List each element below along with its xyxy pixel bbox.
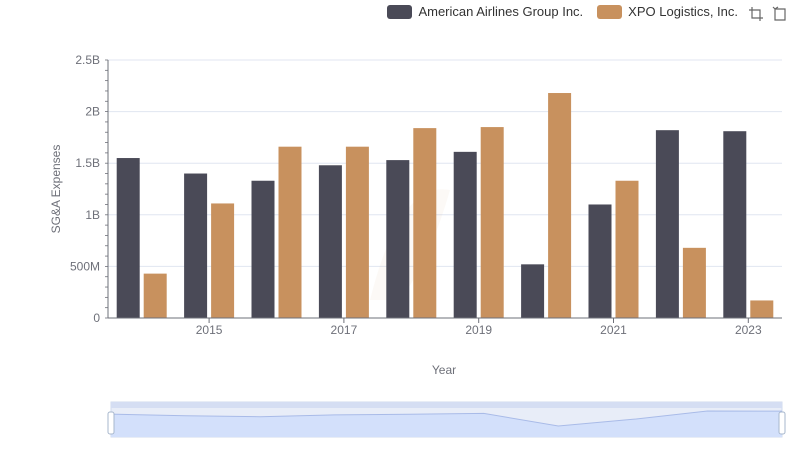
y-tick-label: 500M: [70, 259, 100, 273]
bar-american-airlines-2014[interactable]: [116, 158, 140, 318]
bar-xpo-logistics-2016[interactable]: [278, 146, 302, 318]
y-tick-label: 1.5B: [75, 156, 100, 170]
grid: [108, 59, 782, 319]
datazoom-line: [110, 410, 783, 427]
legend-label-american-airlines: American Airlines Group Inc.: [418, 4, 584, 19]
bar-xpo-logistics-2022[interactable]: [682, 247, 706, 318]
bar-xpo-logistics-2019[interactable]: [480, 127, 504, 318]
x-tick-label: 2017: [331, 323, 358, 337]
y-axis-title: SG&A Expenses: [49, 145, 63, 234]
y-tick-label: 2.5B: [75, 53, 100, 67]
zoom-icon[interactable]: [748, 6, 764, 22]
legend-label-xpo-logistics: XPO Logistics, Inc.: [628, 4, 738, 19]
bar-xpo-logistics-2020[interactable]: [548, 93, 572, 318]
legend-item-xpo-logistics[interactable]: XPO Logistics, Inc.: [597, 4, 738, 19]
bar-american-airlines-2022[interactable]: [655, 130, 679, 318]
y-tick-label: 1B: [85, 208, 100, 222]
datazoom-slider[interactable]: [107, 401, 786, 438]
bar-american-airlines-2021[interactable]: [588, 204, 612, 318]
bar-xpo-logistics-2023[interactable]: [750, 300, 774, 318]
y-tick-label: 0: [93, 311, 100, 325]
x-tick-label: 2023: [735, 323, 762, 337]
bar-american-airlines-2023[interactable]: [723, 131, 747, 318]
bar-xpo-logistics-2021[interactable]: [615, 180, 639, 318]
datazoom-handle-right[interactable]: [778, 411, 786, 435]
datazoom-handle-left[interactable]: [107, 411, 115, 435]
legend: American Airlines Group Inc. XPO Logisti…: [387, 4, 738, 19]
datazoom-mover[interactable]: [111, 402, 782, 408]
bar-american-airlines-2018[interactable]: [386, 160, 410, 318]
bar-xpo-logistics-2015[interactable]: [211, 203, 235, 318]
bar-american-airlines-2016[interactable]: [251, 180, 275, 318]
bar-xpo-logistics-2017[interactable]: [345, 146, 369, 318]
bar-american-airlines-2019[interactable]: [453, 151, 477, 318]
bars: [116, 93, 774, 318]
bar-american-airlines-2015[interactable]: [184, 173, 208, 318]
datazoom-area: [111, 411, 782, 437]
bar-american-airlines-2017[interactable]: [318, 165, 342, 318]
axes: 0 500M 1B 1.5B 2B 2.5B 2015 2017 2019 2021 2023: [70, 53, 782, 337]
bar-american-airlines-2020[interactable]: [521, 264, 545, 318]
toolbox: [748, 6, 788, 22]
y-tick-label: 2B: [85, 105, 100, 119]
restore-icon[interactable]: [772, 6, 788, 22]
x-axis-title: Year: [432, 363, 456, 377]
x-tick-label: 2015: [196, 323, 223, 337]
legend-swatch-american-airlines: [387, 4, 413, 19]
x-tick-label: 2021: [600, 323, 627, 337]
bar-xpo-logistics-2018[interactable]: [413, 128, 437, 318]
x-tick-label: 2019: [465, 323, 492, 337]
legend-item-american-airlines[interactable]: American Airlines Group Inc.: [387, 4, 583, 19]
bar-xpo-logistics-2014[interactable]: [143, 273, 167, 318]
watermark: [370, 189, 450, 300]
legend-swatch-xpo-logistics: [597, 4, 623, 19]
